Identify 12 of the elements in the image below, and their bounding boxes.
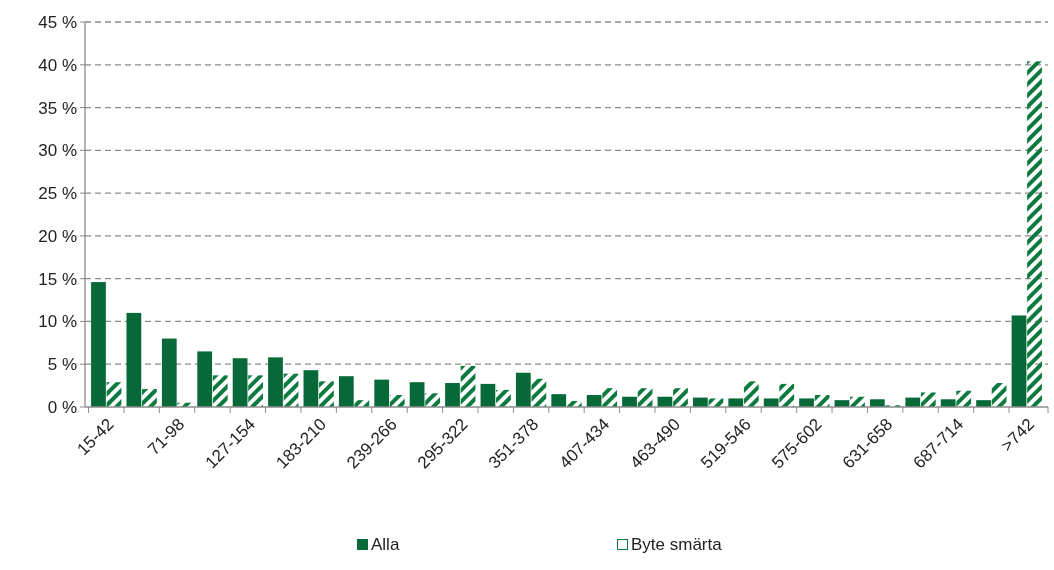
legend-label: Byte smärta — [631, 535, 723, 554]
y-tick-label: 20 % — [38, 226, 77, 246]
y-tick-label: 5 % — [47, 355, 77, 375]
y-tick-label: 40 % — [38, 55, 77, 75]
y-tick-label: 15 % — [38, 269, 77, 289]
y-tick-label: 30 % — [38, 141, 77, 161]
y-tick-label: 0 % — [47, 397, 77, 417]
y-tick-label: 10 % — [38, 312, 77, 332]
y-tick-label: 35 % — [38, 98, 77, 118]
y-tick-label: 45 % — [38, 12, 77, 32]
y-tick-label: 25 % — [38, 184, 77, 204]
legend-label: Alla — [371, 535, 400, 554]
